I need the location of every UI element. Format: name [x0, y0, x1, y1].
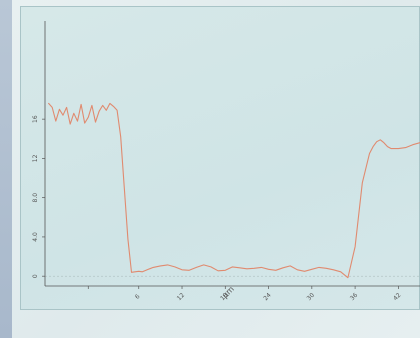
y-axis-ticks: 0 4.0 8.0 12 16: [32, 115, 45, 278]
y-tick-label: 0: [32, 274, 39, 278]
y-tick-label: 12: [32, 154, 39, 162]
x-tick-label: 36: [349, 292, 359, 302]
left-border-strip: [0, 0, 12, 338]
y-tick-label: 4.0: [32, 232, 39, 242]
chart-series: [48, 102, 420, 279]
chart-panel: [20, 6, 420, 310]
x-axis-ticks: 6 12 18 24 30 36 42: [87, 286, 403, 302]
x-tick-label: 18: [219, 292, 229, 302]
y-tick-label: 16: [32, 115, 39, 123]
chart-axes: [44, 21, 420, 287]
x-tick-label: 24: [262, 292, 272, 302]
x-tick-label: 30: [306, 292, 316, 302]
x-tick-label: 6: [134, 293, 142, 301]
series-line: [48, 102, 420, 279]
x-tick-label: 12: [176, 292, 186, 302]
y-tick-label: 8.0: [32, 193, 39, 203]
x-tick-label: 42: [392, 292, 402, 302]
